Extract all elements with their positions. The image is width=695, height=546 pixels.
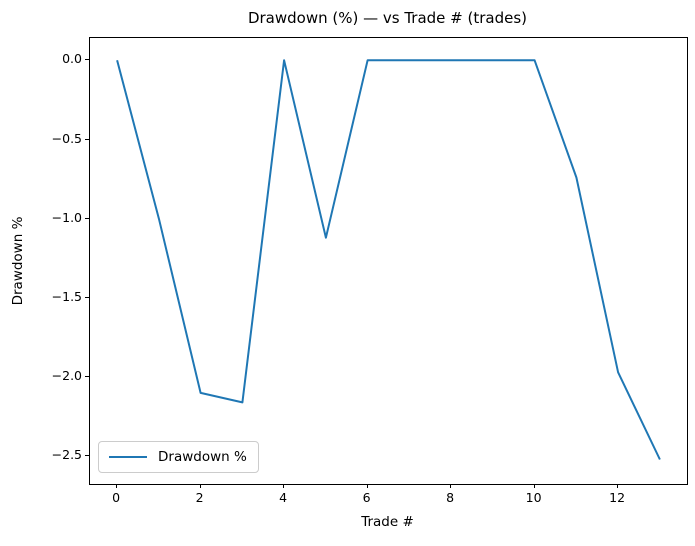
y-tick-mark xyxy=(85,296,89,298)
x-tick-label: 8 xyxy=(446,490,455,505)
y-tick-mark xyxy=(85,455,89,457)
x-axis-label: Trade # xyxy=(361,514,414,530)
x-tick-mark xyxy=(533,484,535,488)
y-tick-label: −1.0 xyxy=(51,209,82,225)
x-tick-label: 0 xyxy=(112,490,121,505)
x-tick-label: 10 xyxy=(525,490,542,505)
y-axis-label: Drawdown % xyxy=(10,216,26,306)
drawdown-line-series xyxy=(116,59,661,460)
x-tick-mark xyxy=(450,484,452,488)
y-tick-label: −1.5 xyxy=(51,288,82,304)
y-tick-label: 0.0 xyxy=(62,51,82,67)
x-tick-mark xyxy=(199,484,201,488)
x-tick-label: 6 xyxy=(362,490,371,505)
y-tick-mark xyxy=(85,138,89,140)
x-tick-label: 2 xyxy=(195,490,204,505)
legend-label: Drawdown % xyxy=(158,449,247,465)
y-tick-label: −2.0 xyxy=(51,368,82,384)
x-tick-mark xyxy=(116,484,118,488)
y-tick-mark xyxy=(85,376,89,378)
x-tick-mark xyxy=(366,484,368,488)
legend: Drawdown % xyxy=(98,441,259,473)
chart-title: Drawdown (%) — vs Trade # (trades) xyxy=(247,9,528,27)
x-tick-mark xyxy=(617,484,619,488)
x-tick-mark xyxy=(283,484,285,488)
legend-line-icon xyxy=(109,456,147,458)
x-tick-label: 4 xyxy=(279,490,288,505)
y-tick-label: −2.5 xyxy=(51,447,82,463)
y-tick-label: −0.5 xyxy=(51,130,82,146)
series-line xyxy=(116,59,661,460)
y-tick-mark xyxy=(85,217,89,219)
y-tick-mark xyxy=(85,59,89,61)
x-tick-label: 12 xyxy=(609,490,626,505)
plot-area: Drawdown % xyxy=(89,37,688,485)
